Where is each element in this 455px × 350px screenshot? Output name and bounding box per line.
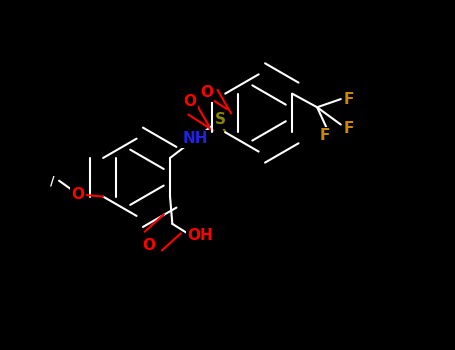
- Text: O: O: [71, 187, 85, 202]
- Text: OH: OH: [187, 228, 213, 243]
- Text: F: F: [320, 128, 330, 143]
- Text: /: /: [50, 174, 55, 187]
- Text: F: F: [344, 121, 354, 136]
- Text: O: O: [183, 94, 196, 109]
- Text: O: O: [200, 85, 213, 100]
- Text: S: S: [215, 112, 226, 127]
- Text: O: O: [142, 238, 155, 253]
- Text: NH: NH: [182, 131, 208, 146]
- Text: F: F: [344, 92, 354, 107]
